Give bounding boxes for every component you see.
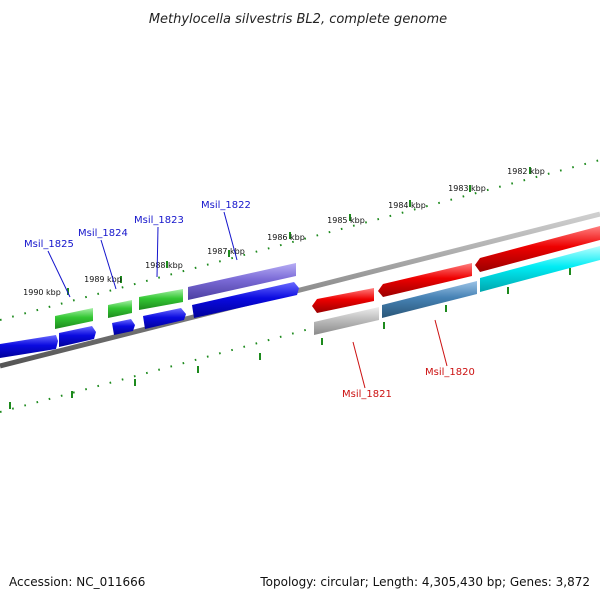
- genome-summary-label: Topology: circular; Length: 4,305,430 bp…: [260, 575, 590, 589]
- gene-feature-green-2[interactable]: [108, 300, 132, 318]
- major-ticks: [67, 167, 531, 295]
- gene-arrow-red-1[interactable]: [312, 288, 374, 313]
- reverse-strand-genes: [312, 226, 600, 335]
- tick-label: 1990 kbp: [23, 288, 61, 297]
- tick-labels: 1990 kbp 1989 kbp 1988 kbp 1987 kbp 1986 kbp…: [23, 167, 545, 297]
- gene-arrow-blue-1[interactable]: [0, 335, 58, 358]
- tick-label: 1986 kbp: [267, 233, 305, 242]
- gene-arrow-red-2[interactable]: [378, 263, 472, 297]
- gene-label-msil-1824[interactable]: Msil_1824: [78, 228, 128, 239]
- map-title: Methylocella silvestris BL2, complete ge…: [149, 12, 447, 27]
- tick-label: 1984 kbp: [388, 201, 426, 210]
- gene-label-msil-1823[interactable]: Msil_1823: [134, 215, 184, 226]
- gene-label-msil-1822[interactable]: Msil_1822: [201, 200, 251, 211]
- gene-feature-cyan[interactable]: [480, 246, 600, 292]
- gene-feature-green-1[interactable]: [55, 308, 93, 329]
- gene-labels: Msil_1825 Msil_1824 Msil_1823 Msil_1822 …: [24, 200, 475, 400]
- tick-label: 1989 kbp: [84, 275, 122, 284]
- gene-label-msil-1820[interactable]: Msil_1820: [425, 367, 475, 378]
- tick-label: 1988 kbp: [145, 261, 183, 270]
- gene-feature-steelblue[interactable]: [382, 281, 477, 318]
- tick-label: 1982 kbp: [507, 167, 545, 176]
- gene-feature-grey[interactable]: [314, 307, 379, 335]
- tick-label: 1983 kbp: [448, 184, 486, 193]
- gene-arrow-red-3[interactable]: [475, 226, 600, 272]
- gene-label-msil-1825[interactable]: Msil_1825: [24, 239, 74, 250]
- tick-label: 1987 kbp: [207, 247, 245, 256]
- forward-strand-genes: [0, 263, 299, 358]
- gene-feature-purple[interactable]: [188, 263, 296, 300]
- gene-arrow-blue-4[interactable]: [143, 308, 186, 329]
- inner-ticks: [9, 268, 571, 409]
- genome-backbone: [0, 211, 600, 369]
- gene-arrow-blue-5[interactable]: [192, 282, 299, 318]
- gene-feature-green-3[interactable]: [139, 289, 183, 310]
- gene-arrow-blue-3[interactable]: [112, 319, 135, 335]
- gene-arrow-blue-2[interactable]: [59, 326, 96, 347]
- gene-label-lines: [47, 211, 448, 389]
- tick-label: 1985 kbp: [327, 216, 365, 225]
- accession-label: Accession: NC_011666: [9, 575, 146, 589]
- gene-label-msil-1821[interactable]: Msil_1821: [342, 389, 392, 400]
